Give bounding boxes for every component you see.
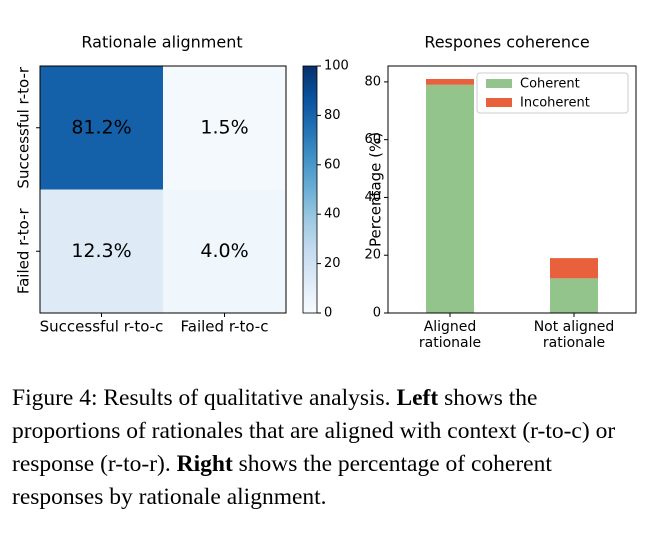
colorbar-tick-label: 0 — [324, 306, 332, 321]
caption-text: Right — [176, 451, 233, 477]
y-tick-label: 40 — [364, 190, 381, 205]
y-axis-label: Percentage (%) — [367, 132, 385, 247]
heatmap-cell — [40, 189, 163, 313]
caption: Figure 4: Results of qualitative analysi… — [12, 382, 624, 514]
caption-text: Figure 4: Results of qualitative analysi… — [12, 385, 397, 411]
caption-text: Left — [396, 385, 439, 411]
frame — [387, 65, 637, 314]
figure: Rationale alignment Respones coherence 8… — [15, 33, 637, 351]
y-tick-label: Successful r-to-r — [15, 66, 33, 188]
y-tick-label: Failed r-to-r — [15, 208, 33, 295]
legend-swatch — [486, 98, 512, 107]
colorbar-tick-label: 20 — [324, 256, 341, 271]
heatmap-cell — [163, 189, 286, 313]
bar-segment — [550, 258, 598, 279]
heatmap-title: Rationale alignment — [81, 33, 242, 52]
y-tick-label: 0 — [373, 306, 381, 321]
x-tick-label: Successful r-to-c — [40, 318, 164, 336]
heatmap-cell — [163, 66, 286, 190]
cell-label: 12.3% — [71, 240, 131, 262]
caption-text: shows the proportions of rationales that… — [12, 385, 616, 477]
heatmap-cell — [40, 66, 163, 190]
legend-label: Incoherent — [520, 96, 590, 111]
cell-label: 81.2% — [71, 116, 131, 138]
x-tick-label: Aligned rationale — [419, 319, 481, 351]
legend-label: Coherent — [520, 77, 580, 92]
y-tick-label: 80 — [364, 74, 381, 89]
bar-segment — [550, 278, 598, 313]
bar-title: Respones coherence — [424, 33, 589, 52]
cell-label: 4.0% — [200, 240, 248, 262]
legend-box — [476, 72, 629, 114]
caption-text: shows the percentage of coherent respons… — [12, 451, 552, 510]
colorbar-tick-label: 40 — [324, 207, 341, 222]
x-tick-label: Not aligned rationale — [534, 319, 615, 351]
y-tick-label: 20 — [364, 248, 381, 263]
y-tick-label: 60 — [364, 132, 381, 147]
x-tick-label: Failed r-to-c — [181, 318, 269, 336]
cell-label: 1.5% — [200, 116, 248, 138]
colorbar — [302, 65, 318, 314]
bar-segment — [426, 79, 474, 85]
colorbar-tick-label: 80 — [324, 108, 341, 123]
colorbar-tick-label: 60 — [324, 157, 341, 172]
frame — [39, 65, 287, 314]
bar-segment — [426, 84, 474, 314]
legend-swatch — [486, 79, 512, 88]
colorbar-tick-label: 100 — [324, 59, 349, 74]
